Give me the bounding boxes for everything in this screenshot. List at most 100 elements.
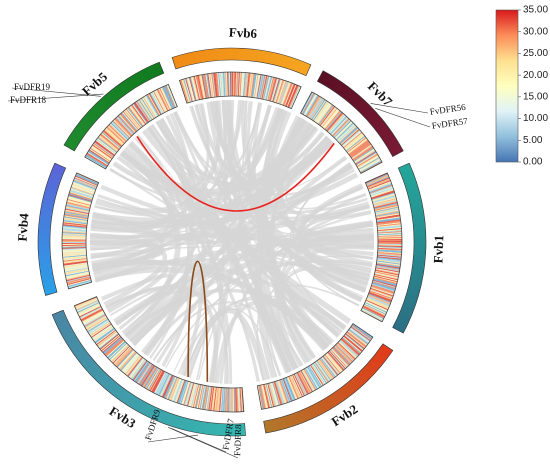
heatmap-bin [146,368,160,390]
highlight-link-fvb3-fvb3 [187,260,209,382]
synteny-link [90,232,168,307]
heatmap-bin [270,382,278,406]
legend-tick-label: 35.00 [523,5,548,16]
heatmap-bin [296,372,309,395]
heatmap-bin [207,73,212,98]
heatmap-bin [175,379,185,403]
heatmap-bin [96,138,117,154]
synteny-links [89,99,375,385]
synteny-link [214,300,330,384]
heatmap-bin [318,105,334,125]
heatmap-bin [223,387,227,412]
heatmap-bin [82,311,105,325]
heatmap-bin [338,125,357,143]
heatmap-bin [62,223,87,227]
heatmap-bin [344,134,365,151]
heatmap-bin [325,111,342,131]
heatmap-bin [96,138,116,155]
heatmap-bin [377,231,402,234]
heatmap-bin [377,239,402,241]
heatmap-bin [253,73,258,98]
heatmap-bin [361,309,384,322]
heatmap-bin [65,273,90,280]
heatmap-bin [270,78,279,102]
heatmap-bin [351,143,372,159]
heatmap-bin [312,363,328,384]
heatmap-bin [377,255,402,259]
heatmap-bin [346,331,367,347]
heatmap-bin [192,76,200,100]
heatmap-bin [130,104,146,125]
heatmap-bin [205,73,211,98]
heatmap-bin [170,377,180,401]
heatmap-bin [256,74,262,99]
heatmap-bin [337,123,356,142]
heatmap-bin [103,129,123,147]
heatmap-bin [372,280,396,289]
heatmap-bin [351,325,372,340]
gene-label-fvdfr8: FvDFR8 [232,424,243,456]
heatmap-bin [188,383,196,407]
heatmap-bin [332,119,351,138]
heatmap-bin [363,304,386,316]
heatmap-bin [371,191,395,200]
heatmap-bin [343,132,363,149]
heatmap-bin [69,192,93,201]
heatmap-bin [73,180,97,190]
heatmap-bin [217,72,221,97]
heatmap-bin [116,349,134,368]
heatmap-bin [364,302,387,314]
heatmap-bin [90,323,112,338]
heatmap-bin [227,387,230,412]
heatmap-bin [62,231,87,235]
heatmap-bin [368,293,392,304]
heatmap-bin [377,251,402,255]
heatmap-bin [203,74,209,99]
heatmap-bin [123,354,140,374]
heatmap-bin [375,269,400,275]
heatmap-bin [307,96,322,118]
heatmap-bin [197,75,204,100]
heatmap-bin [377,242,402,244]
heatmap-bin [66,200,91,208]
heatmap-bin [86,153,108,167]
heatmap-bin [104,128,124,146]
heatmap-bin [140,365,155,387]
heatmap-bin [268,77,277,102]
gene-label-fvdfr57: FvDFR57 [431,116,469,131]
heatmap-bin [143,96,157,118]
heatmap-bin [105,339,125,357]
heatmap-bin [273,79,282,103]
heatmap-bin [65,206,90,213]
heatmap-bin [64,210,89,216]
heatmap-bin [181,79,190,103]
heatmap-bin [365,299,389,311]
heatmap-bin [281,378,292,402]
heatmap-bin [377,235,402,238]
heatmap-bin [377,230,402,233]
chromosome-fvb1 [392,162,427,334]
heatmap-bin [120,352,137,371]
heatmap-bin [360,160,382,173]
heatmap-bin [369,185,393,195]
heatmap-bin [213,387,217,412]
heatmap-bin [106,340,126,358]
heatmap-bin [98,135,119,152]
heatmap-bin [189,77,197,101]
heatmap-bin [194,384,201,409]
heatmap-bin [377,226,402,230]
heatmap-bin [89,322,111,337]
heatmap-bin [238,72,242,97]
heatmap-bin [71,184,95,194]
heatmap-bin [62,225,87,229]
heatmap-bin [154,90,167,112]
heatmap-bin [214,72,218,97]
synteny-link [153,212,372,361]
heatmap-bin [236,387,239,412]
heatmap-bin [237,387,240,412]
synteny-link [270,123,317,359]
heatmap-bin [374,206,399,213]
synteny-link [262,110,314,362]
